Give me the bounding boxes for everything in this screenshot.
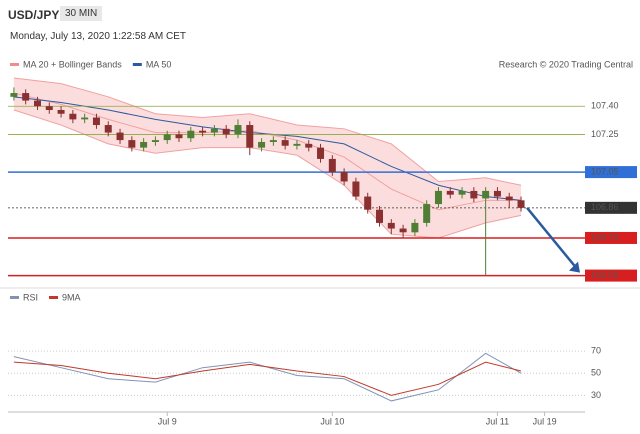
candle-body — [305, 143, 313, 148]
level-label: 106.70 — [591, 232, 619, 242]
candle-body — [69, 113, 77, 120]
candle-body — [140, 141, 148, 148]
credit: Research © 2020 Trading Central — [499, 59, 633, 69]
legend-swatch — [10, 296, 19, 299]
candle-body — [10, 93, 18, 97]
candle-body — [92, 117, 100, 126]
timestamp: Monday, July 13, 2020 1:22:58 AM CET — [10, 31, 187, 42]
candle-body — [175, 134, 183, 139]
candle-body — [269, 140, 277, 142]
x-tick-label: Jul 10 — [320, 416, 344, 426]
candle-body — [517, 200, 525, 208]
level-label: 106.86 — [591, 202, 619, 212]
candle-body — [258, 141, 266, 148]
candle-body — [364, 196, 372, 210]
x-tick-label: Jul 9 — [158, 416, 177, 426]
level-label-box — [585, 269, 637, 282]
y-tick-label: 30 — [591, 390, 601, 400]
legend-swatch — [10, 63, 19, 66]
candle-body — [352, 181, 360, 197]
bollinger-ma20 — [13, 92, 522, 211]
legend-swatch — [49, 296, 59, 299]
candle-body — [328, 158, 336, 173]
legend-swatch — [132, 63, 142, 66]
candle-body — [234, 125, 242, 135]
rsi-line — [13, 352, 522, 402]
legend-label: 9MA — [62, 292, 81, 302]
candle-body — [399, 228, 407, 233]
forecast-arrow — [526, 207, 577, 269]
candle-body — [33, 100, 41, 107]
level-label-box — [585, 231, 637, 244]
candle-body — [505, 196, 513, 201]
interval[interactable]: 30 MIN — [60, 6, 103, 21]
candle-body — [411, 222, 419, 233]
level-label-box — [585, 201, 637, 214]
candle-body — [423, 204, 431, 223]
candle-body — [470, 190, 478, 199]
candle-body — [458, 190, 466, 195]
legend-label: MA 50 — [146, 59, 172, 69]
rsi-ma-line — [13, 361, 522, 396]
candle-body — [376, 209, 384, 223]
candle-body — [199, 130, 207, 133]
level-label: 106.50 — [591, 270, 619, 280]
candle-body — [128, 140, 136, 148]
candle-body — [434, 190, 442, 205]
candle-body — [22, 93, 30, 101]
legend-label: MA 20 + Bollinger Bands — [23, 59, 122, 69]
candle-body — [81, 117, 89, 120]
candle-body — [163, 134, 171, 141]
candle-body — [281, 140, 289, 146]
candle-body — [482, 190, 490, 199]
x-tick-label: Jul 11 — [486, 416, 509, 426]
y-tick-label: 70 — [591, 345, 601, 355]
candle-body — [45, 106, 53, 110]
candle-body — [293, 143, 301, 146]
level-label: 107.25 — [591, 129, 619, 139]
candle-body — [57, 109, 65, 114]
level-label: 107.05 — [591, 166, 619, 176]
candle-body — [151, 140, 159, 142]
forecast-arrowhead — [569, 261, 580, 273]
candle-body — [246, 125, 254, 148]
candle-body — [387, 222, 395, 229]
bollinger-upper — [13, 77, 522, 186]
bollinger-area — [13, 78, 522, 238]
symbol: USD/JPY — [8, 8, 60, 22]
x-tick-label: Jul 19 — [533, 416, 557, 426]
level-label-box — [585, 166, 637, 179]
candle-body — [317, 147, 325, 159]
y-tick-label: 50 — [591, 368, 601, 378]
candle-body — [116, 132, 124, 141]
level-label: 107.40 — [591, 101, 619, 111]
bollinger-lower — [13, 109, 522, 239]
candle-body — [222, 128, 230, 135]
candle-body — [104, 125, 112, 133]
candle-body — [493, 190, 501, 197]
candle-body — [446, 190, 454, 195]
candle-body — [187, 130, 195, 139]
candle-body — [210, 128, 218, 133]
candle-body — [340, 172, 348, 182]
legend-label: RSI — [23, 292, 38, 302]
